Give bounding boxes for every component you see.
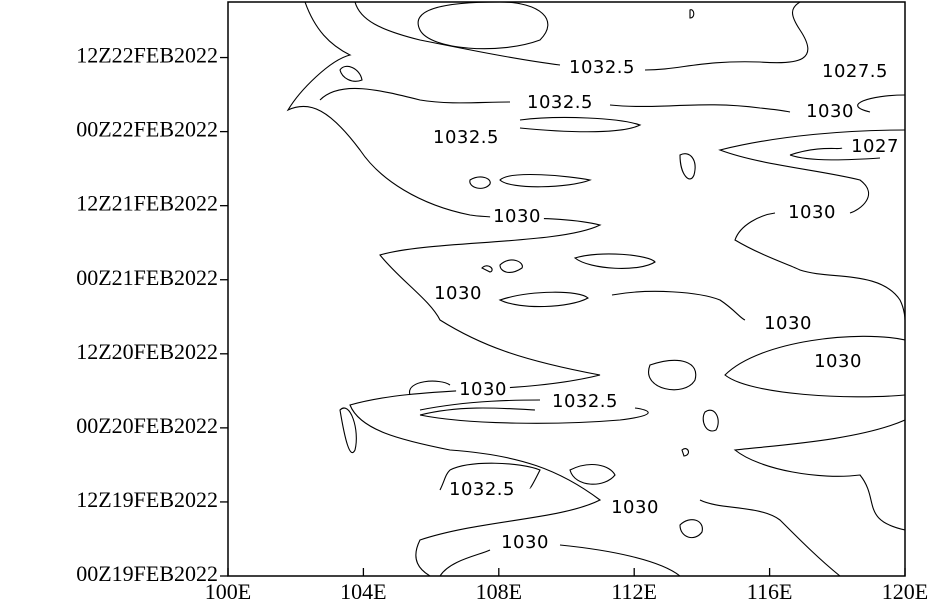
- contour-label-bg: [490, 206, 544, 227]
- contour-label: 1032.5: [433, 127, 499, 148]
- contour-line: [354, 2, 561, 66]
- contour-line: [339, 65, 363, 82]
- contour-label: 1030: [611, 497, 659, 518]
- contour-line: [733, 419, 905, 531]
- contour-label-bg: [811, 351, 865, 372]
- contour-label-bg: [803, 101, 857, 122]
- contour-label: 1030: [501, 532, 549, 553]
- contours: [286, 2, 905, 576]
- contour-label: 1027.5: [822, 61, 888, 82]
- contour-line: [609, 104, 791, 113]
- contour-label-bg: [848, 136, 902, 157]
- x-tick-label: 108E: [476, 579, 522, 604]
- y-tick-label: 12Z21FEB2022: [76, 191, 218, 216]
- contour-line: [417, 2, 549, 50]
- contour-line: [439, 544, 681, 576]
- contour-label-bg: [549, 391, 621, 412]
- contour-line: [469, 176, 491, 189]
- contour-line: [681, 409, 719, 457]
- y-tick-label: 00Z19FEB2022: [76, 561, 218, 586]
- contour-label-bg: [446, 479, 518, 500]
- x-tick-label: 100E: [205, 579, 251, 604]
- contour-label-bg: [785, 202, 839, 223]
- contour-line: [679, 519, 703, 539]
- contour-label: 1030: [493, 206, 541, 227]
- contour-label-bg: [430, 127, 502, 148]
- contour-line: [718, 129, 905, 321]
- contour-line: [569, 464, 616, 485]
- x-tick-label: 116E: [747, 579, 793, 604]
- contour-label: 1032.5: [449, 479, 515, 500]
- contour-line: [519, 116, 642, 133]
- contour-line: [679, 153, 696, 180]
- contour-label: 1032.5: [569, 57, 635, 78]
- contour-label-bg: [524, 92, 596, 113]
- contour-line: [319, 87, 511, 104]
- contour-label-bg: [566, 57, 638, 78]
- contour-label-bg: [498, 532, 552, 553]
- contour-label-bg: [456, 379, 510, 400]
- contour-label-bg: [431, 283, 485, 304]
- contour-label: 1030: [814, 351, 862, 372]
- y-tick-label: 00Z22FEB2022: [76, 117, 218, 142]
- contour-line: [481, 259, 523, 273]
- x-tick-label: 104E: [340, 579, 386, 604]
- contour-label: 1030: [806, 101, 854, 122]
- contour-label: 1032.5: [527, 92, 593, 113]
- y-tick-label: 00Z20FEB2022: [76, 413, 218, 438]
- contour-line: [611, 290, 746, 321]
- contour-label: 1032.5: [552, 391, 618, 412]
- contour-line: [498, 291, 589, 308]
- contour-label: 1030: [788, 202, 836, 223]
- contour-label-bg: [761, 313, 815, 334]
- contour-line: [857, 94, 905, 113]
- contour-line: [724, 335, 905, 398]
- y-tick-label: 00Z21FEB2022: [76, 265, 218, 290]
- y-tick-label: 12Z19FEB2022: [76, 487, 218, 512]
- contour-line: [339, 407, 357, 453]
- contour-label: 1030: [764, 313, 812, 334]
- contour-line: [286, 2, 602, 576]
- contour-line: [699, 499, 841, 576]
- contour-line: [648, 359, 697, 391]
- contour-line: [573, 253, 656, 269]
- contour-line: [409, 380, 541, 411]
- y-tick-label: 12Z22FEB2022: [76, 43, 218, 68]
- contour-label: 1030: [434, 283, 482, 304]
- y-tick-label: 12Z20FEB2022: [76, 339, 218, 364]
- contour-line: [789, 147, 881, 161]
- plot-frame: [227, 1, 906, 577]
- contour-line: [499, 173, 592, 188]
- contour-label: 1030: [459, 379, 507, 400]
- x-tick-label: 120E: [882, 579, 928, 604]
- contour-label-bg: [608, 497, 662, 518]
- contour-label-bg: [819, 61, 891, 82]
- x-tick-label: 112E: [611, 579, 657, 604]
- contour-line: [689, 9, 695, 19]
- contour-line: [419, 407, 649, 424]
- contour-label: 1027: [851, 136, 899, 157]
- contour-line: [644, 2, 809, 71]
